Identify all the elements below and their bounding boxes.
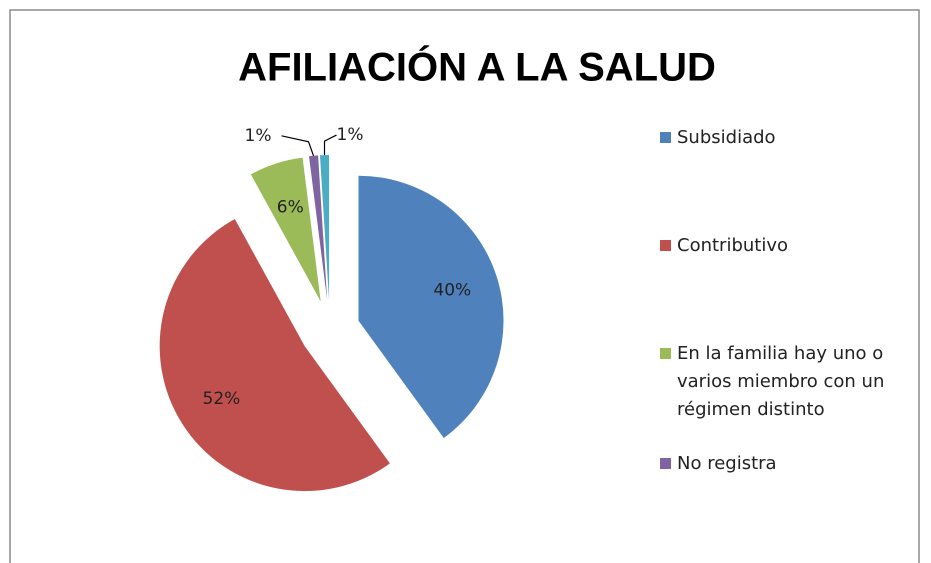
- legend-label: Subsidiado: [677, 127, 776, 148]
- pie-slice: [319, 155, 330, 301]
- data-label: 6%: [277, 198, 304, 218]
- legend-label: Contributivo: [677, 235, 788, 256]
- data-label: 1%: [245, 126, 272, 146]
- leader-line: [281, 135, 315, 156]
- chart-title: AFILIACIÓN A LA SALUD: [238, 44, 716, 90]
- legend-label: En la familia hay uno o varios miembro co…: [677, 343, 884, 420]
- pie-slice: [358, 175, 504, 439]
- legend-swatch: [660, 458, 671, 469]
- legend-label: No registra: [677, 453, 777, 474]
- legend-swatch: [660, 348, 671, 359]
- data-label: 52%: [203, 389, 241, 409]
- data-label: 40%: [433, 280, 471, 300]
- pie-slice: [250, 157, 321, 302]
- leader-line: [323, 134, 337, 156]
- pie-slice: [309, 155, 328, 301]
- data-label: 1%: [337, 125, 364, 145]
- legend-swatch: [660, 240, 671, 251]
- legend-swatch: [660, 132, 671, 143]
- pie-slice: [159, 219, 390, 492]
